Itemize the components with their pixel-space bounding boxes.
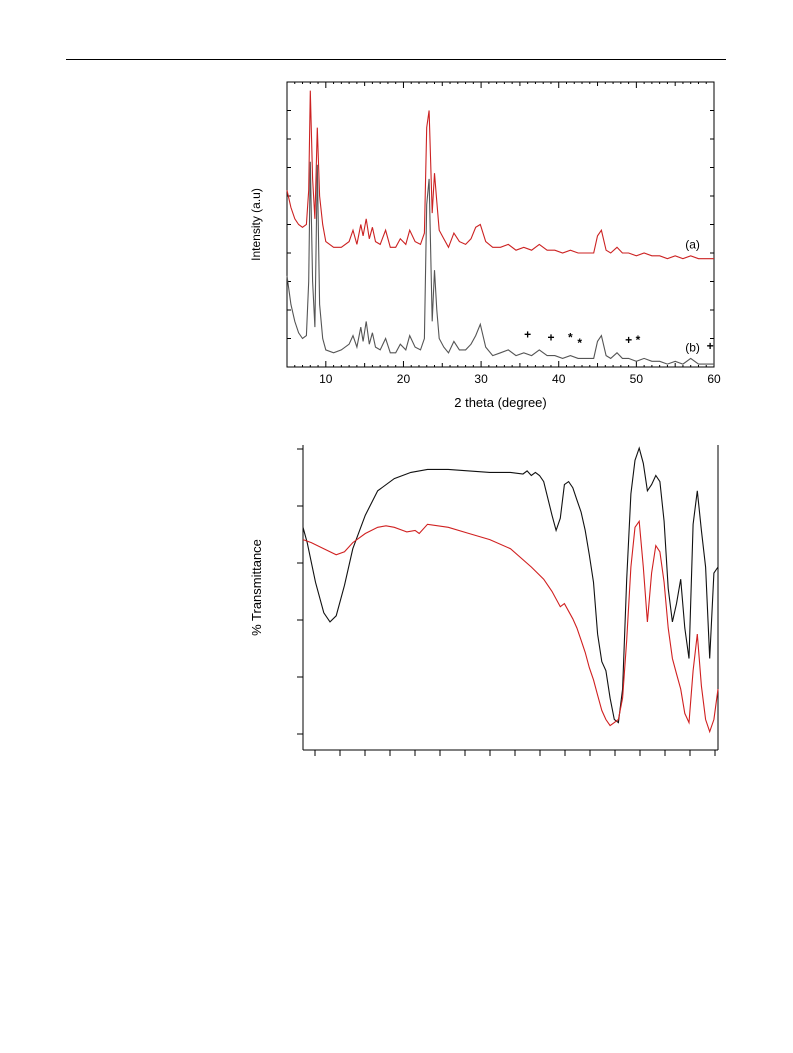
ftir-y-axis-label: % Transmittance [249, 539, 264, 636]
xrd-peak-marker: + [524, 328, 531, 342]
xrd-peak-marker: + [707, 339, 714, 353]
xrd-x-tick-label: 60 [707, 372, 721, 386]
xrd-peak-marker: * [568, 330, 573, 344]
xrd-chart: 10 20 30 40 50 60 2 theta (degree) Intensity (a… [249, 81, 721, 410]
xrd-peak-marker: + [547, 330, 554, 344]
xrd-x-axis-label: 2 theta (degree) [454, 395, 547, 410]
xrd-series-line-1 [286, 161, 714, 365]
xrd-x-tick-label: 50 [630, 372, 644, 386]
xrd-plot-frame [286, 81, 715, 368]
xrd-series-label-a: (a) [685, 238, 700, 252]
xrd-peak-marker: + [625, 333, 632, 347]
xrd-peak-marker: * [636, 333, 641, 347]
xrd-x-tick-label: 10 [319, 372, 333, 386]
ftir-chart: % Transmittance [249, 445, 719, 756]
xrd-y-axis-label: Intensity (a.u) [249, 188, 263, 261]
xrd-x-tick-label: 40 [552, 372, 566, 386]
xrd-series-line-0 [286, 90, 714, 260]
xrd-series-label-b: (b) [685, 340, 700, 354]
header-rule [66, 59, 726, 60]
ftir-series-line-1 [302, 519, 719, 734]
ftir-series-line-0 [302, 446, 719, 724]
xrd-x-tick-label: 20 [397, 372, 411, 386]
xrd-peak-marker: * [577, 336, 582, 350]
xrd-x-tick-label: 30 [474, 372, 488, 386]
